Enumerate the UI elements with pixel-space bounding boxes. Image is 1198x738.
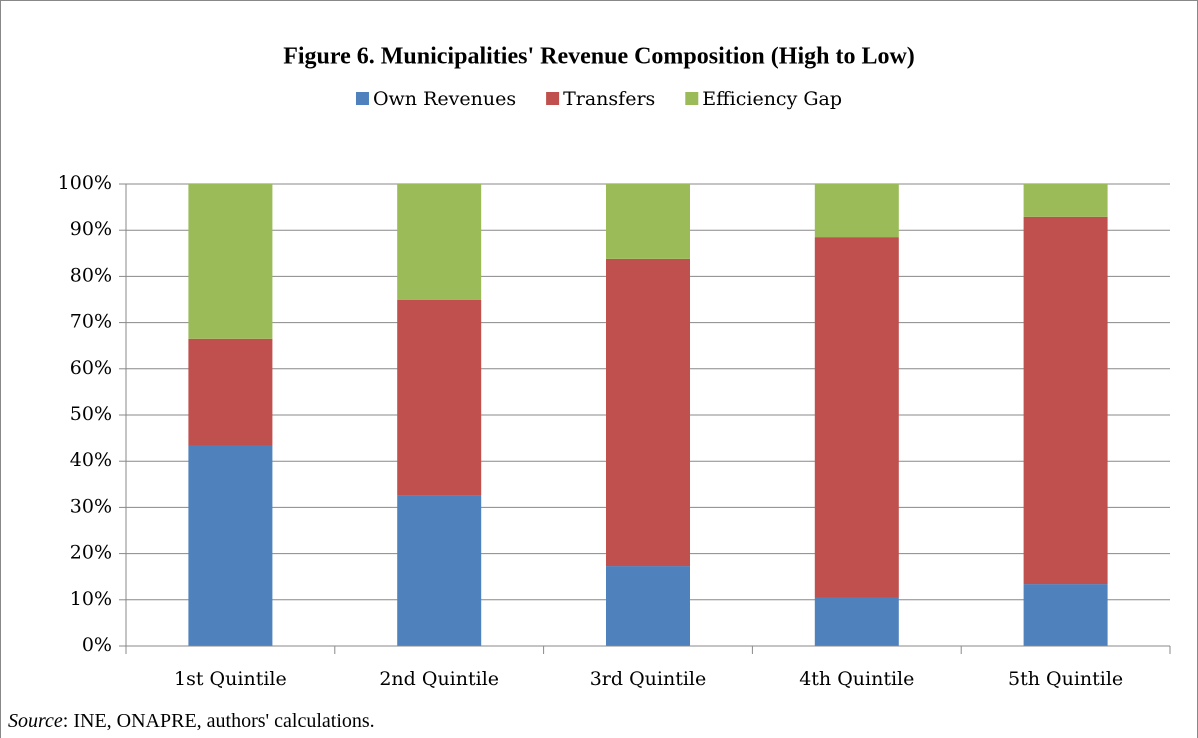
- bar-segment: [606, 258, 690, 567]
- bar-segment: [814, 237, 899, 598]
- y-tick-label: 40%: [70, 449, 112, 471]
- legend-label: Efficiency Gap: [702, 88, 842, 110]
- bar-segment: [1023, 184, 1108, 217]
- y-tick-label: 60%: [70, 357, 112, 379]
- bar-segment: [397, 299, 482, 496]
- source: Source: INE, ONAPRE, authors' calculatio…: [8, 710, 375, 732]
- bar-segment: [188, 445, 273, 646]
- bar-segment: [606, 184, 690, 259]
- y-tick-label: 80%: [70, 264, 112, 286]
- y-tick-label: 10%: [70, 588, 112, 610]
- y-tick-label: 0%: [82, 634, 112, 656]
- bar-segment: [188, 184, 273, 339]
- x-tick-label: 2nd Quintile: [379, 668, 499, 690]
- y-tick-label: 70%: [70, 311, 112, 333]
- legend-label: Transfers: [563, 88, 655, 110]
- bar-segment: [397, 184, 482, 300]
- y-tick-label: 30%: [70, 495, 112, 517]
- x-tick-label: 1st Quintile: [174, 668, 287, 690]
- y-tick-label: 20%: [70, 542, 112, 564]
- bar-segment: [188, 338, 273, 446]
- x-tick-label: 5th Quintile: [1008, 668, 1123, 690]
- legend-label: Own Revenues: [373, 88, 516, 110]
- legend-swatch: [685, 92, 699, 105]
- chart-title: Figure 6. Municipalities' Revenue Compos…: [283, 44, 915, 70]
- y-tick-label: 90%: [70, 218, 112, 240]
- legend-swatch: [546, 92, 560, 105]
- source-text: : INE, ONAPRE, authors' calculations.: [63, 710, 375, 732]
- bar-segment: [1023, 584, 1108, 646]
- y-tick-label: 100%: [58, 172, 112, 194]
- legend-swatch: [355, 92, 369, 105]
- y-tick-label: 50%: [70, 403, 112, 425]
- bar-segment: [814, 597, 899, 646]
- bar-segment: [814, 184, 899, 238]
- bar-segment: [606, 566, 690, 646]
- source-label: Source: [8, 710, 63, 732]
- x-tick-label: 3rd Quintile: [590, 668, 707, 690]
- bar-segment: [397, 495, 482, 646]
- bar-segment: [1023, 216, 1108, 585]
- x-tick-label: 4th Quintile: [799, 668, 914, 690]
